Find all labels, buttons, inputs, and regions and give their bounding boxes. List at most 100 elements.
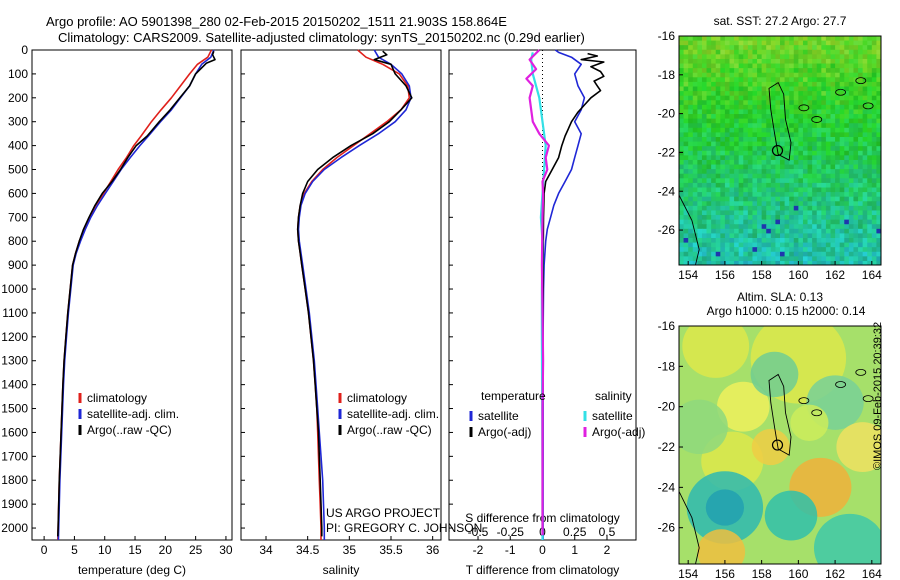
sst-cell (738, 201, 744, 207)
sst-cell (876, 127, 881, 134)
sst-cell (697, 100, 703, 106)
sst-cell (692, 169, 698, 175)
sst-cell (775, 233, 781, 239)
sst-cell (752, 201, 758, 207)
sal-xtick-label: 36 (426, 543, 440, 557)
sst-cell (830, 91, 836, 97)
sst-cell (720, 77, 726, 83)
sst-cell (688, 210, 694, 216)
sst-cell (807, 58, 813, 65)
sst-cell (683, 192, 689, 198)
sst-cell (683, 40, 689, 46)
sst-cell (697, 95, 703, 101)
sst-cell (683, 49, 689, 55)
sst-cell (752, 228, 758, 235)
sst-cell (876, 141, 881, 147)
sst-cell (784, 146, 790, 152)
sst-cell (757, 86, 763, 92)
sst-cell (743, 137, 749, 143)
sst-cell (802, 219, 809, 225)
sst-cell (862, 127, 868, 134)
sst-cell (724, 146, 731, 152)
sst-cell (798, 159, 804, 166)
sst-cell (876, 49, 881, 55)
sst-cell (734, 256, 740, 262)
sst-cell (688, 54, 694, 60)
sst-cell (830, 72, 836, 78)
sst-cell (706, 100, 712, 106)
sst-cell (835, 219, 841, 225)
sst-cell (871, 169, 878, 175)
sst-cell (738, 242, 744, 248)
sst-cell (706, 95, 712, 101)
sst-cell (734, 95, 740, 101)
sst-cell (848, 109, 855, 115)
sst-cell (683, 63, 689, 69)
sst-lon-tick-label: 160 (788, 268, 808, 282)
sst-cell (821, 137, 827, 143)
sst-cell (729, 100, 735, 106)
sst-cell (757, 187, 763, 193)
sst-cell (802, 256, 809, 262)
sst-cell (825, 45, 832, 51)
sst-cell (848, 242, 855, 248)
sst-cell (802, 242, 809, 248)
sst-cell (784, 196, 790, 202)
sst-cell (853, 86, 859, 92)
sst-cell (701, 251, 708, 257)
sst-cell (812, 45, 818, 51)
sst-cell (858, 256, 864, 262)
sst-cell (835, 49, 841, 55)
sst-cell (839, 233, 845, 239)
sst-cell (844, 150, 850, 156)
sst-cell (844, 146, 850, 152)
sst-cell (839, 68, 845, 74)
sst-cell (752, 137, 758, 143)
sst-cell (738, 192, 744, 198)
sst-cell (848, 58, 855, 65)
sst-cell (789, 210, 795, 216)
sst-cell (793, 228, 799, 235)
sst-cell (784, 247, 790, 253)
temp-legend-label: Argo(..raw -QC) (87, 423, 172, 437)
sst-cell (793, 196, 799, 202)
sst-cell (821, 45, 827, 51)
sst-cell (775, 192, 781, 198)
sst-cell (862, 210, 868, 216)
sst-cell (848, 95, 855, 101)
sst-cell (812, 219, 818, 225)
sst-cell (679, 215, 685, 221)
sst-cell (784, 210, 790, 216)
sst-cell (683, 118, 689, 124)
sst-cell (789, 192, 795, 198)
temp-xtick-label: 5 (71, 543, 78, 557)
sst-cell (734, 178, 740, 184)
sst-cell (793, 159, 799, 166)
sla-lat-tick-label: -20 (658, 400, 676, 414)
sst-cell (821, 114, 827, 120)
sst-cell (798, 192, 804, 198)
sst-cell (812, 127, 818, 134)
sst-cell (757, 77, 763, 83)
sal-legend-label: climatology (347, 391, 407, 405)
sst-cell (697, 109, 703, 115)
sst-cell (688, 260, 694, 265)
sst-cell (752, 155, 758, 161)
sst-cell (802, 215, 809, 221)
sst-cell (812, 159, 818, 166)
sst-cell (848, 178, 855, 184)
sst-cell (867, 109, 873, 115)
sst-cell (711, 86, 717, 92)
sst-cell (853, 95, 859, 101)
sst-cell (812, 215, 818, 221)
sst-cell (844, 123, 850, 129)
sst-cell (793, 68, 799, 74)
sst-cell (793, 141, 799, 147)
sst-cell (830, 155, 836, 161)
sst-cell (876, 123, 881, 129)
sst-cell (835, 86, 841, 92)
sst-cell (862, 95, 868, 101)
sst-cell (802, 137, 809, 143)
sst-cell (711, 224, 717, 230)
sst-cell (876, 40, 881, 46)
